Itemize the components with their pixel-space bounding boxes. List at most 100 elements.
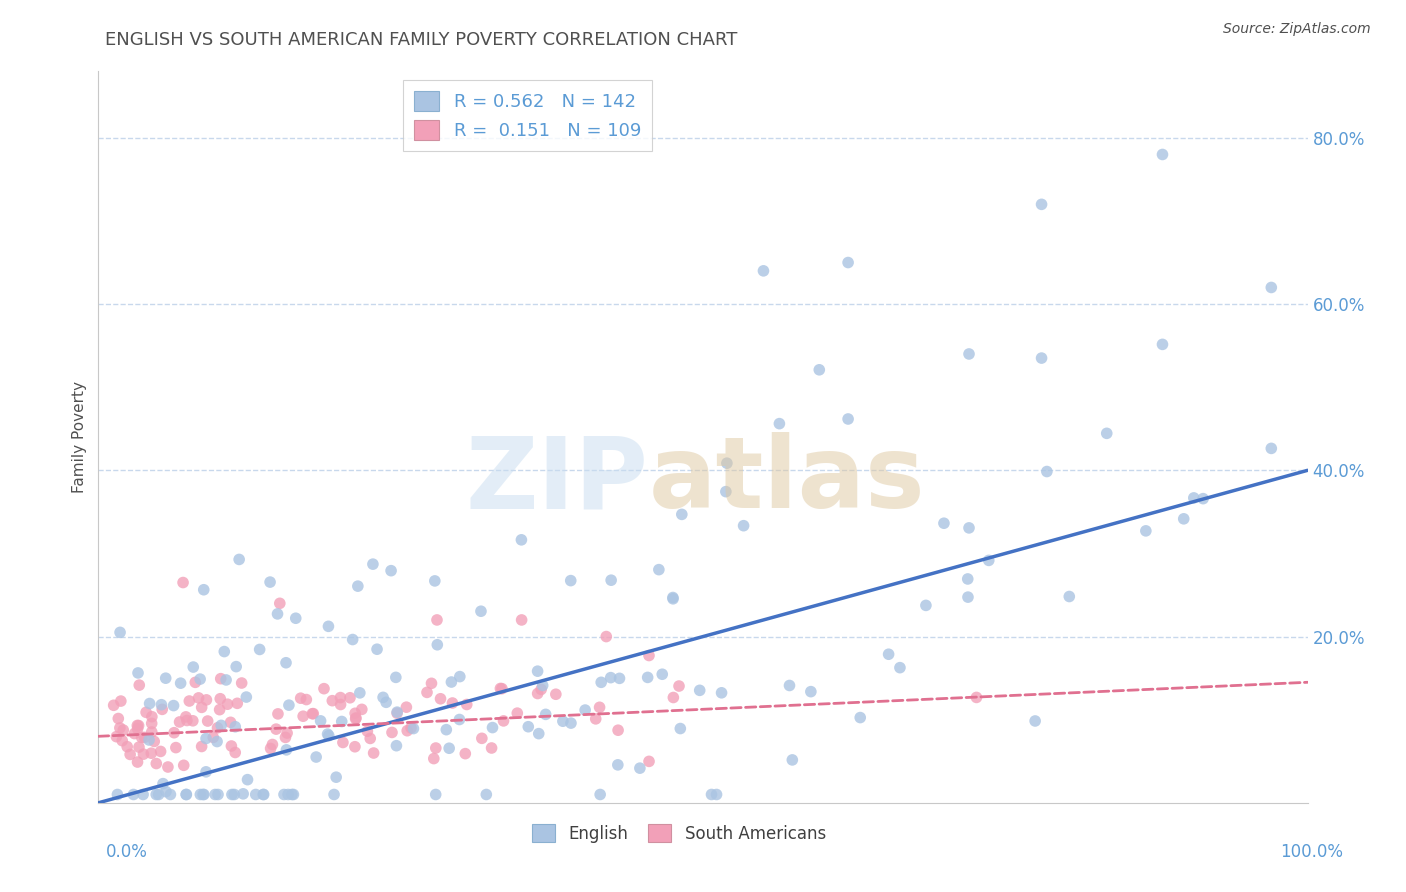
Point (329, 690, 352, 705)
Point (662, 690, 685, 705)
Point (1260, 280, 1282, 294)
Point (141, 746, 163, 760)
Point (349, 686, 371, 700)
Point (425, 741, 447, 756)
Point (188, 788, 211, 802)
Point (1135, 524, 1157, 538)
Point (122, 788, 145, 802)
Point (344, 712, 367, 726)
Point (184, 675, 207, 690)
Point (226, 696, 249, 710)
Point (344, 706, 367, 721)
Point (1024, 714, 1046, 728)
Point (259, 741, 281, 756)
Point (181, 714, 204, 728)
Point (316, 727, 339, 741)
Point (808, 363, 831, 377)
Text: ZIP: ZIP (465, 433, 648, 530)
Point (733, 518, 755, 533)
Point (956, 572, 979, 586)
Point (489, 681, 512, 696)
Point (329, 698, 352, 712)
Point (103, 698, 125, 713)
Point (425, 788, 447, 802)
Point (330, 714, 353, 729)
Point (471, 731, 494, 746)
Point (274, 656, 297, 670)
Point (779, 678, 801, 692)
Point (668, 679, 690, 693)
Point (671, 508, 693, 522)
Point (423, 751, 446, 765)
Point (437, 741, 460, 756)
Point (127, 718, 149, 732)
Point (236, 772, 259, 787)
Point (385, 739, 408, 753)
Point (527, 726, 550, 740)
Point (145, 788, 167, 802)
Point (531, 678, 554, 692)
Point (662, 591, 685, 605)
Point (706, 788, 728, 802)
Point (181, 660, 204, 674)
Point (193, 582, 215, 597)
Point (207, 721, 229, 735)
Point (172, 575, 194, 590)
Point (607, 723, 630, 738)
Point (187, 690, 209, 705)
Point (259, 575, 281, 590)
Point (150, 702, 173, 716)
Point (127, 722, 149, 736)
Point (560, 574, 582, 588)
Point (195, 731, 218, 746)
Point (669, 722, 692, 736)
Point (205, 734, 228, 748)
Point (426, 613, 449, 627)
Point (752, 264, 775, 278)
Point (224, 788, 246, 802)
Point (262, 738, 284, 752)
Point (195, 764, 218, 779)
Point (589, 788, 612, 802)
Point (689, 683, 711, 698)
Point (366, 642, 388, 657)
Point (209, 672, 232, 686)
Point (318, 619, 340, 633)
Point (221, 788, 243, 802)
Point (1036, 465, 1059, 479)
Point (395, 700, 418, 714)
Point (191, 788, 214, 802)
Point (135, 706, 157, 720)
Point (396, 723, 419, 738)
Point (470, 604, 492, 618)
Point (429, 691, 451, 706)
Point (150, 698, 173, 712)
Point (318, 729, 340, 743)
Point (155, 784, 177, 798)
Point (235, 690, 257, 704)
Point (768, 417, 790, 431)
Legend: English, South Americans: English, South Americans (524, 817, 832, 849)
Point (128, 740, 150, 755)
Point (281, 788, 304, 802)
Point (648, 563, 671, 577)
Point (638, 755, 661, 769)
Point (176, 714, 198, 728)
Point (716, 456, 738, 470)
Point (426, 638, 449, 652)
Point (128, 678, 150, 692)
Point (506, 706, 529, 720)
Point (1059, 590, 1081, 604)
Point (209, 691, 232, 706)
Point (1182, 491, 1205, 505)
Point (174, 788, 197, 802)
Point (609, 671, 631, 685)
Point (152, 777, 174, 791)
Point (173, 758, 195, 772)
Point (915, 599, 938, 613)
Point (381, 725, 404, 739)
Point (224, 746, 246, 760)
Point (551, 714, 574, 729)
Point (588, 700, 610, 714)
Point (957, 347, 980, 361)
